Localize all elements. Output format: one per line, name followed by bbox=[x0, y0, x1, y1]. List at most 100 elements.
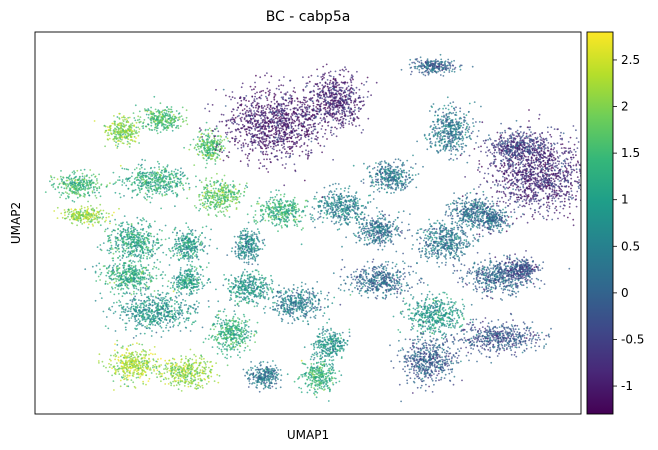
cell-point bbox=[56, 217, 59, 220]
cell-point bbox=[190, 286, 193, 289]
cell-point bbox=[227, 279, 230, 282]
cell-point bbox=[123, 264, 126, 267]
cell-point bbox=[252, 239, 254, 242]
cell-point bbox=[90, 186, 92, 189]
cell-point bbox=[169, 115, 172, 117]
cell-point bbox=[87, 187, 90, 190]
cell-point bbox=[107, 138, 109, 141]
cell-point bbox=[223, 202, 226, 205]
cell-point bbox=[292, 200, 295, 202]
cell-point bbox=[130, 239, 133, 241]
cell-point bbox=[124, 273, 127, 276]
cell-point bbox=[117, 292, 120, 295]
cell-point bbox=[135, 137, 137, 140]
cell-point bbox=[100, 297, 103, 299]
cell-point bbox=[90, 215, 93, 217]
cell-point bbox=[156, 258, 159, 261]
cell-point bbox=[175, 234, 178, 237]
cell-point bbox=[195, 185, 197, 188]
cell-point bbox=[247, 256, 250, 258]
cell-point bbox=[146, 248, 149, 250]
cell-point bbox=[138, 299, 140, 301]
cell-point bbox=[128, 146, 131, 148]
cell-point bbox=[203, 188, 206, 191]
cell-point bbox=[192, 289, 195, 292]
cell-point bbox=[258, 289, 261, 291]
cell-point bbox=[112, 183, 115, 186]
cell-point bbox=[204, 153, 207, 156]
cell-point bbox=[114, 191, 117, 194]
cell-point bbox=[123, 116, 126, 119]
cell-point bbox=[167, 171, 170, 174]
cell-point bbox=[243, 227, 246, 230]
cell-point bbox=[112, 259, 114, 262]
cell-point bbox=[154, 186, 157, 189]
cell-point bbox=[154, 182, 157, 185]
cell-point bbox=[235, 296, 238, 299]
cell-point bbox=[176, 125, 178, 127]
cell-point bbox=[194, 229, 197, 232]
cell-point bbox=[111, 257, 114, 260]
cell-point bbox=[274, 217, 277, 219]
cell-point bbox=[173, 275, 175, 277]
umap-cluster bbox=[93, 112, 151, 149]
cell-point bbox=[130, 124, 133, 127]
cell-point bbox=[109, 182, 111, 185]
cell-point bbox=[217, 203, 220, 206]
cell-point bbox=[104, 228, 107, 231]
cell-point bbox=[104, 130, 107, 132]
cell-point bbox=[196, 289, 199, 291]
cell-point bbox=[177, 127, 180, 130]
cell-point bbox=[120, 131, 123, 134]
cell-point bbox=[190, 290, 193, 293]
cell-point bbox=[140, 166, 143, 169]
cell-point bbox=[215, 147, 217, 150]
cell-point bbox=[206, 141, 209, 144]
cell-point bbox=[274, 196, 277, 198]
cell-point bbox=[198, 195, 201, 198]
cell-point bbox=[268, 212, 271, 215]
cell-point bbox=[226, 137, 229, 140]
cell-point bbox=[143, 238, 146, 241]
cell-point bbox=[91, 190, 94, 193]
cell-point bbox=[140, 176, 143, 179]
cell-point bbox=[151, 304, 154, 307]
cell-point bbox=[169, 287, 172, 289]
cell-point bbox=[217, 149, 220, 152]
cell-point bbox=[132, 254, 135, 256]
cell-point bbox=[247, 261, 250, 264]
cell-point bbox=[151, 170, 154, 173]
cell-point bbox=[227, 283, 230, 285]
cell-point bbox=[261, 216, 264, 218]
cell-point bbox=[132, 313, 134, 316]
cell-point bbox=[284, 200, 287, 202]
cell-point bbox=[158, 176, 161, 179]
cell-point bbox=[132, 276, 135, 279]
cell-point bbox=[188, 148, 191, 151]
cell-point bbox=[113, 115, 115, 117]
cell-point bbox=[94, 186, 97, 188]
cell-point bbox=[152, 240, 155, 242]
cell-point bbox=[258, 232, 261, 235]
cell-point bbox=[120, 281, 123, 284]
cell-point bbox=[188, 246, 190, 249]
cell-point bbox=[283, 218, 286, 220]
cell-point bbox=[208, 127, 211, 130]
cell-point bbox=[161, 244, 164, 246]
cell-point bbox=[112, 132, 115, 135]
cell-point bbox=[212, 146, 214, 149]
cell-point bbox=[154, 108, 157, 111]
cell-point bbox=[199, 266, 202, 269]
cell-point bbox=[191, 274, 193, 276]
cell-point bbox=[271, 280, 274, 283]
cell-point bbox=[193, 270, 196, 273]
cell-point bbox=[143, 241, 145, 244]
cell-point bbox=[152, 111, 155, 114]
cell-point bbox=[186, 269, 189, 271]
cell-point bbox=[139, 290, 142, 292]
cell-point bbox=[142, 324, 144, 327]
cell-point bbox=[141, 237, 144, 240]
cell-point bbox=[142, 286, 145, 289]
cell-point bbox=[234, 246, 237, 248]
cell-point bbox=[159, 325, 162, 328]
